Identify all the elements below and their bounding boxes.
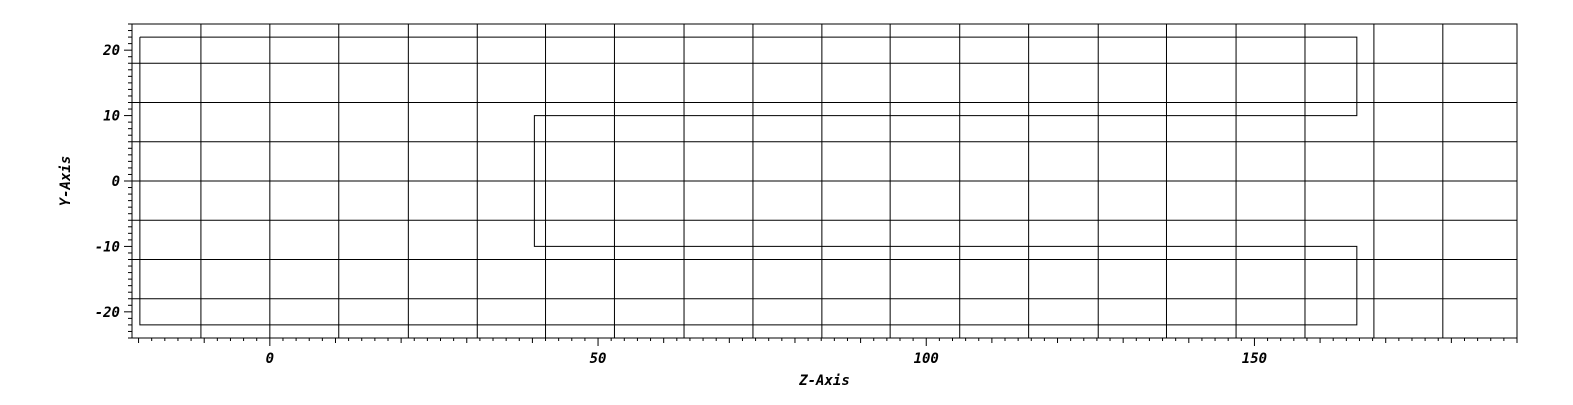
x-tick-label: 0	[266, 351, 274, 367]
y-tick-label: 0	[112, 174, 120, 190]
y-tick-label: 10	[103, 109, 120, 125]
grid-lines	[132, 24, 1517, 338]
y-axis-label: Y-Axis	[58, 156, 74, 207]
y-axis: -20 -10 0 10 20	[95, 23, 132, 339]
x-axis: 0 50 100 150	[138, 338, 1518, 367]
y-tick-label: 20	[102, 43, 120, 59]
x-tick-label: 50	[590, 351, 607, 367]
x-tick-label: 150	[1242, 351, 1267, 367]
x-axis-label: Z-Axis	[798, 373, 850, 389]
series-layer	[139, 36, 1358, 326]
y-tick-label: -10	[95, 239, 120, 255]
x-tick-label: 100	[914, 351, 939, 367]
series-line	[139, 36, 1358, 326]
y-tick-label: -20	[95, 305, 120, 321]
